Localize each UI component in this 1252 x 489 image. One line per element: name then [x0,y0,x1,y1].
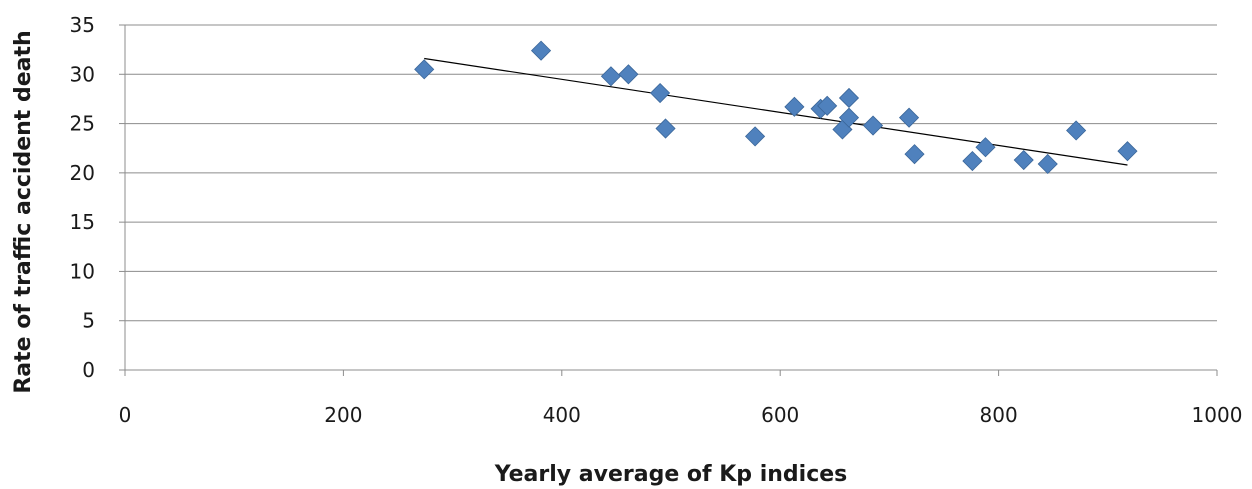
x-tick-label-200: 200 [324,403,362,427]
data-point-6 [655,118,676,139]
data-point-22 [1117,141,1138,162]
data-point-21 [1066,120,1087,141]
data-point-20 [1037,153,1058,175]
data-point-3 [600,66,622,87]
x-tick-label-400: 400 [543,403,581,427]
data-point-17 [962,150,983,172]
y-tick-label-35: 35 [70,13,95,37]
data-point-4 [618,64,639,85]
y-tick-label-25: 25 [70,112,95,136]
data-point-12 [838,87,860,109]
x-tick-label-1000: 1000 [1192,403,1243,427]
data-point-7 [745,126,766,147]
y-tick-label-30: 30 [70,62,95,86]
data-point-16 [904,144,925,165]
data-point-14 [862,115,884,136]
trendline [424,57,1128,166]
data-point-13 [838,107,860,128]
trendline-group [424,57,1128,166]
data-point-8 [784,96,805,117]
x-tick-label-800: 800 [980,403,1018,427]
data-point-2 [530,40,552,61]
x-tick-label-0: 0 [119,403,132,427]
x-axis-title: Yearly average of Kp indices [494,462,848,487]
y-tick-label-15: 15 [70,210,95,234]
y-tick-label-10: 10 [70,259,95,283]
gridlines [125,24,1217,322]
data-point-18 [975,137,996,158]
y-tick-label-0: 0 [82,358,95,382]
data-point-10 [817,95,838,116]
data-point-5 [650,82,671,104]
y-axis-title: Rate of traffic accident death [11,30,36,393]
axes [119,24,1218,376]
data-point-19 [1013,149,1034,171]
x-tick-label-600: 600 [761,403,799,427]
y-tick-label-5: 5 [82,309,95,333]
y-tick-label-20: 20 [70,161,95,185]
data-point-1 [414,59,435,80]
data-points [414,40,1138,175]
tick-labels: 0 5 10 15 20 25 30 35 0 200 400 600 800 1000 [70,13,1243,427]
data-point-15 [898,107,920,128]
